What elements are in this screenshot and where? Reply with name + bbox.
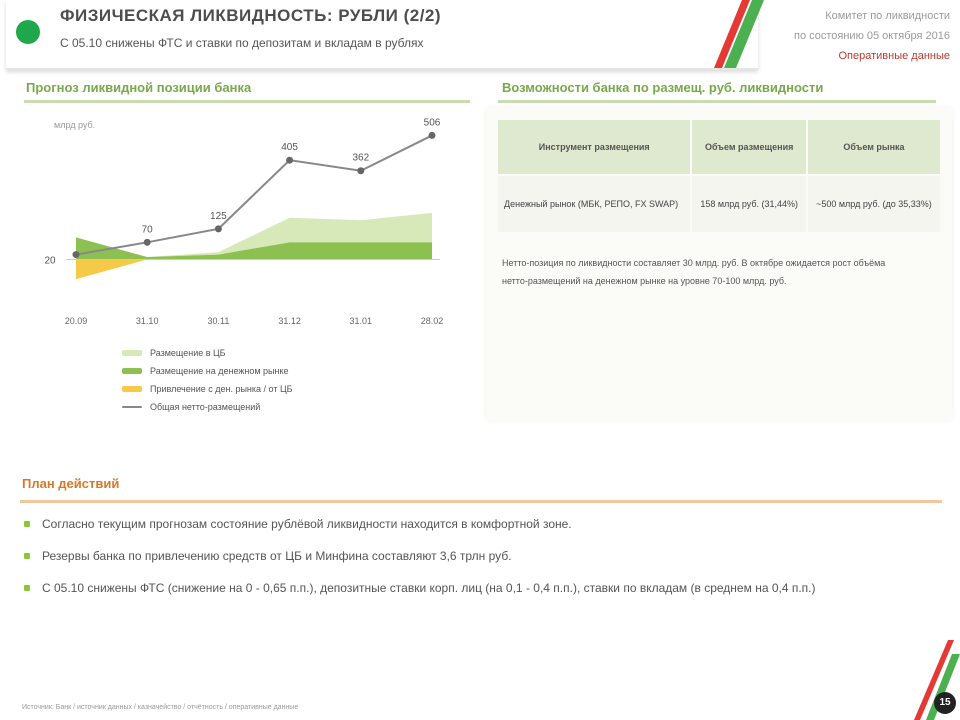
chart-legend: Размещение в ЦБ Размещение на денежном р… (122, 344, 293, 416)
series-line-net (75, 134, 433, 256)
legend-label: Размещение на денежном рынке (150, 366, 289, 376)
bullet-text: Согласно текущим прогнозам состояние руб… (42, 517, 572, 531)
chart-section-divider (24, 100, 470, 103)
legend-item: Общая нетто-размещений (122, 398, 293, 416)
data-point (143, 238, 151, 246)
series-area-cb (76, 212, 432, 258)
table-header: Объем размещения (691, 120, 808, 175)
legend-label: Привлечение с ден. рынка / от ЦБ (150, 384, 293, 394)
list-item: С 05.10 снижены ФТС (снижение на 0 - 0,6… (24, 578, 864, 598)
x-tick-label: 31.10 (136, 316, 159, 326)
list-item: Резервы банка по привлечению средств от … (24, 546, 864, 566)
legend-item: Привлечение с ден. рынка / от ЦБ (122, 380, 293, 398)
bullet-icon (24, 585, 30, 591)
bullet-text: С 05.10 снижены ФТС (снижение на 0 - 0,6… (42, 581, 816, 595)
data-point (72, 251, 80, 259)
plan-title: План действий (22, 476, 120, 491)
table-section-divider (498, 100, 936, 103)
unit-label: млрд руб. (54, 120, 95, 130)
brand-stripes-icon (714, 0, 764, 68)
data-label: 20 (44, 255, 56, 266)
list-item: Согласно текущим прогнозам состояние руб… (24, 514, 864, 534)
series-area-money-market (76, 237, 432, 260)
data-point (357, 167, 365, 175)
legend-label: Размещение в ЦБ (150, 348, 226, 358)
x-tick-label: 28.02 (421, 316, 444, 326)
panel-note: Нетто-позиция по ликвидности составляет … (502, 258, 886, 286)
table-header: Инструмент размещения (498, 120, 693, 175)
report-date: по состоянию 05 октября 2016 (793, 30, 950, 42)
table-row: Денежный рынок (МБК, РЕПО, FX SWAP) 158 … (498, 174, 943, 232)
data-label: 506 (424, 117, 441, 128)
chart-section-title: Прогноз ликвидной позиции банка (26, 80, 252, 95)
data-point (214, 225, 222, 233)
table-cell: ~500 млрд руб. (до 35,33%) (806, 174, 943, 232)
data-label: 362 (352, 153, 369, 164)
page-number: 15 (934, 692, 956, 714)
slide-title: ФИЗИЧЕСКАЯ ЛИКВИДНОСТЬ: РУБЛИ (2/2) (60, 6, 442, 25)
data-point (428, 131, 436, 139)
status-dot-icon (16, 20, 40, 44)
bullet-text: Резервы банка по привлечению средств от … (42, 549, 512, 563)
table-header: Объем рынка (806, 120, 943, 175)
slide-subtitle: С 05.10 снижены ФТС и ставки по депозита… (60, 36, 424, 50)
legend-swatch (122, 350, 142, 356)
header-meta: Комитет по ликвидности по состоянию 05 о… (750, 6, 950, 66)
liquidity-forecast-chart: 20 70 125 405 362 506 20.09 31.10 30.11 31.12 31.0… (44, 117, 444, 326)
x-tick-label: 30.11 (207, 316, 229, 326)
x-tick-label: 31.01 (350, 316, 373, 326)
plan-bullets: Согласно текущим прогнозам состояние руб… (24, 514, 864, 610)
placement-panel: Инструмент размещения Объем размещения О… (486, 108, 952, 420)
table-cell: 158 млрд руб. (31,44%) (691, 174, 808, 232)
slide-header: ФИЗИЧЕСКАЯ ЛИКВИДНОСТЬ: РУБЛИ (2/2) С 05… (6, 0, 758, 70)
x-tick-label: 31.12 (278, 316, 301, 326)
legend-item: Размещение на денежном рынке (122, 362, 293, 380)
data-point (286, 156, 294, 164)
series-area-borrowing (76, 259, 432, 280)
data-label: 405 (281, 142, 298, 153)
plan-divider (20, 500, 942, 503)
x-tick-label: 20.09 (65, 316, 88, 326)
bullet-icon (24, 521, 30, 527)
data-label: 70 (142, 224, 154, 235)
data-label: 125 (210, 211, 227, 222)
legend-swatch-line (122, 406, 142, 408)
legend-label: Общая нетто-размещений (150, 402, 261, 412)
placement-table: Инструмент размещения Объем размещения О… (498, 120, 943, 232)
table-section-title: Возможности банка по размещ. руб. ликвид… (502, 80, 824, 95)
table-cell: Денежный рынок (МБК, РЕПО, FX SWAP) (498, 174, 693, 232)
legend-item: Размещение в ЦБ (122, 344, 293, 362)
legend-swatch (122, 386, 142, 392)
legend-swatch (122, 368, 142, 374)
data-status: Оперативные данные (838, 50, 950, 62)
committee-label: Комитет по ликвидности (825, 10, 950, 22)
footer-source: Источник: Банк / источник данных / казна… (22, 704, 299, 711)
bullet-icon (24, 553, 30, 559)
